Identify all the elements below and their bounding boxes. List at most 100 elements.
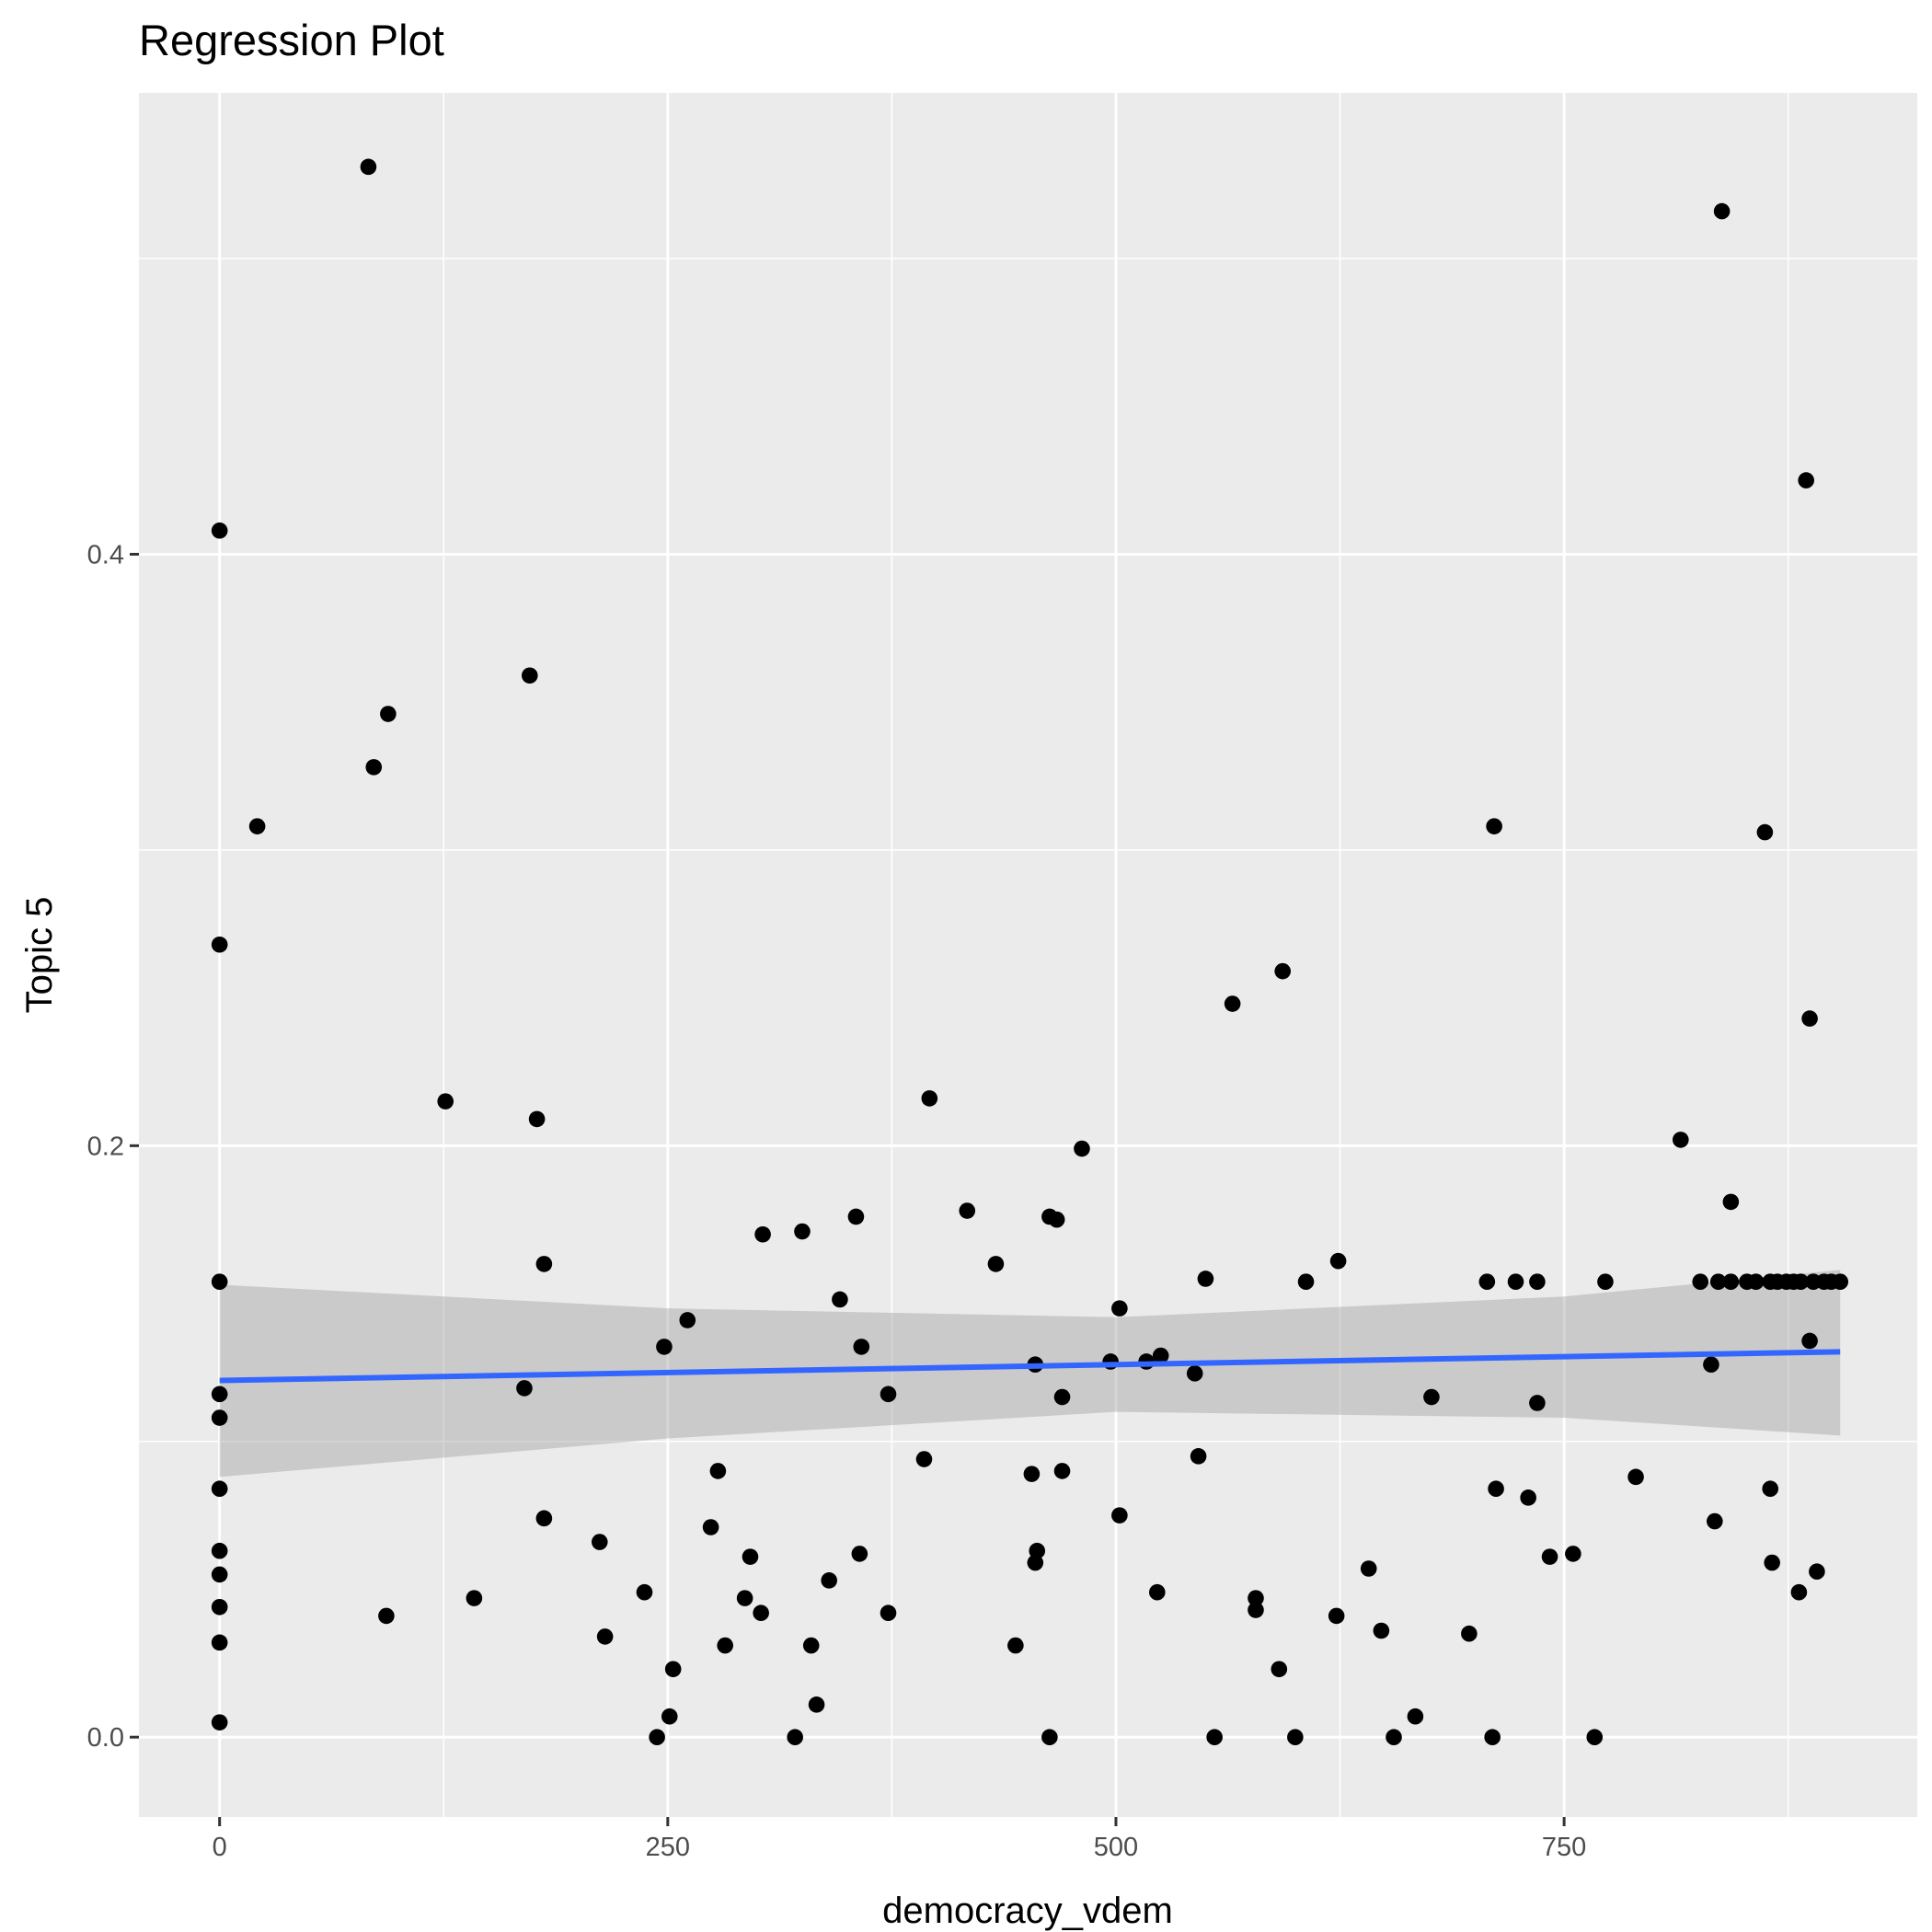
data-point bbox=[649, 1729, 665, 1746]
data-point bbox=[1041, 1729, 1058, 1746]
data-point bbox=[1764, 1554, 1780, 1571]
data-point bbox=[832, 1291, 848, 1308]
plot-panel bbox=[139, 93, 1917, 1817]
data-point bbox=[1713, 202, 1731, 220]
data-point bbox=[1271, 1661, 1288, 1678]
x-axis-label: democracy_vdem bbox=[882, 1891, 1173, 1931]
data-point bbox=[1053, 1388, 1071, 1406]
data-point bbox=[516, 1380, 533, 1397]
data-point bbox=[1074, 1140, 1090, 1157]
data-point bbox=[880, 1604, 897, 1622]
confidence-band-group bbox=[219, 1270, 1841, 1478]
regression-line bbox=[219, 1349, 1841, 1384]
data-point bbox=[380, 706, 397, 722]
data-point bbox=[821, 1572, 838, 1589]
data-point bbox=[211, 522, 228, 539]
data-point bbox=[211, 1714, 228, 1731]
data-point bbox=[360, 158, 377, 176]
data-point bbox=[1586, 1729, 1604, 1746]
data-point bbox=[211, 936, 228, 953]
data-point bbox=[1792, 1273, 1810, 1290]
data-point bbox=[1801, 1010, 1818, 1027]
regression-line-group bbox=[219, 1349, 1841, 1384]
x-tick-label: 750 bbox=[1542, 1833, 1586, 1862]
data-point bbox=[1206, 1729, 1223, 1746]
data-point bbox=[736, 1590, 753, 1606]
data-point bbox=[1360, 1560, 1377, 1577]
data-point bbox=[211, 1273, 228, 1290]
data-point bbox=[437, 1093, 454, 1110]
data-point bbox=[656, 1339, 673, 1355]
data-point bbox=[1023, 1466, 1041, 1482]
data-point bbox=[1053, 1463, 1071, 1479]
data-point bbox=[921, 1090, 938, 1107]
chart-title: Regression Plot bbox=[139, 16, 444, 64]
data-point bbox=[1832, 1273, 1849, 1290]
data-point bbox=[596, 1628, 614, 1645]
data-point bbox=[211, 1409, 228, 1426]
data-point bbox=[1541, 1548, 1558, 1565]
data-point bbox=[1722, 1273, 1740, 1290]
confidence-band bbox=[219, 1270, 1841, 1478]
data-point bbox=[1248, 1602, 1264, 1618]
data-point bbox=[248, 818, 266, 834]
data-point bbox=[847, 1208, 865, 1225]
data-point bbox=[1197, 1271, 1214, 1287]
data-point bbox=[702, 1519, 719, 1535]
data-point bbox=[1801, 1332, 1818, 1350]
data-point bbox=[591, 1534, 608, 1550]
data-point bbox=[211, 1566, 228, 1583]
data-point bbox=[1423, 1388, 1440, 1406]
data-point bbox=[987, 1256, 1005, 1272]
y-tick-label: 0.2 bbox=[87, 1132, 124, 1161]
data-point bbox=[1478, 1273, 1496, 1290]
data-point bbox=[1111, 1507, 1128, 1524]
data-point bbox=[1529, 1395, 1546, 1411]
data-point bbox=[1484, 1729, 1501, 1746]
data-point bbox=[787, 1729, 803, 1746]
data-point bbox=[1027, 1554, 1044, 1571]
data-point bbox=[853, 1339, 870, 1355]
data-point bbox=[1486, 818, 1502, 834]
x-tick-label: 500 bbox=[1094, 1833, 1138, 1862]
data-point bbox=[1007, 1637, 1024, 1654]
data-point bbox=[1762, 1480, 1779, 1498]
x-tick-label: 0 bbox=[213, 1833, 227, 1862]
data-point bbox=[636, 1583, 653, 1601]
data-point bbox=[1709, 1273, 1727, 1290]
data-point bbox=[1461, 1625, 1478, 1642]
y-tick-label: 0.4 bbox=[87, 540, 124, 569]
data-point bbox=[808, 1696, 825, 1713]
data-point bbox=[365, 759, 383, 776]
data-point bbox=[679, 1312, 696, 1328]
data-point bbox=[1597, 1273, 1614, 1290]
data-point bbox=[1048, 1211, 1065, 1228]
data-point bbox=[661, 1708, 678, 1725]
data-point bbox=[1297, 1273, 1315, 1290]
data-point bbox=[1029, 1542, 1046, 1559]
data-point bbox=[851, 1546, 868, 1562]
data-point bbox=[1520, 1489, 1536, 1506]
data-point bbox=[1248, 1590, 1264, 1606]
data-point bbox=[959, 1202, 976, 1219]
data-point bbox=[802, 1637, 820, 1654]
data-point bbox=[1287, 1729, 1304, 1746]
data-point bbox=[1386, 1729, 1402, 1746]
data-point bbox=[211, 1480, 228, 1498]
data-point bbox=[1224, 995, 1241, 1012]
data-point bbox=[1373, 1622, 1390, 1639]
data-point bbox=[1627, 1468, 1644, 1486]
x-tick-label: 250 bbox=[646, 1833, 690, 1862]
data-point bbox=[880, 1386, 897, 1403]
data-point bbox=[528, 1110, 546, 1128]
data-point bbox=[1747, 1273, 1765, 1290]
data-point bbox=[664, 1661, 682, 1678]
data-point bbox=[1152, 1347, 1169, 1364]
data-point bbox=[1672, 1132, 1689, 1148]
data-point bbox=[1190, 1448, 1207, 1465]
points-group bbox=[211, 158, 1849, 1746]
data-point bbox=[754, 1225, 771, 1243]
data-point bbox=[1111, 1300, 1128, 1317]
data-point bbox=[1507, 1273, 1524, 1290]
